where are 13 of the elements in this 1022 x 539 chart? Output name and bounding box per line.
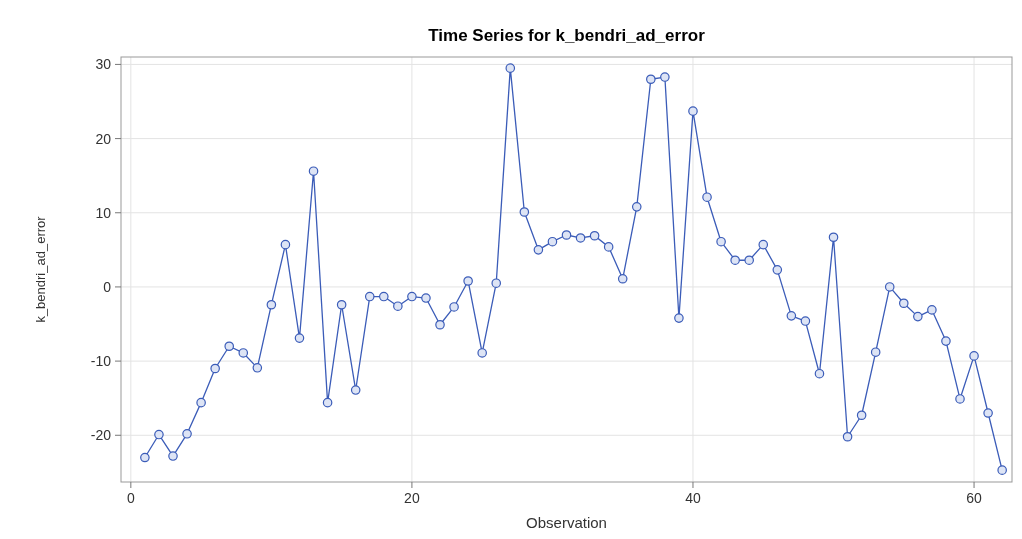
x-tick-label: 0 — [126, 490, 135, 506]
y-tick-label: 20 — [95, 130, 112, 147]
y-tick-label: -10 — [90, 353, 112, 370]
x-tick-label: 60 — [966, 490, 983, 506]
chart-title: Time Series for k_bendri_ad_error — [428, 26, 706, 45]
y-tick-label: -20 — [90, 427, 112, 444]
y-tick-label: 30 — [95, 56, 112, 73]
x-axis-title: Observation — [526, 514, 607, 531]
x-tick-label: 40 — [685, 490, 701, 506]
x-tick-label: 20 — [404, 490, 420, 506]
y-axis-title: k_bendri_ad_error — [33, 215, 48, 323]
y-tick-label: 0 — [103, 278, 112, 295]
y-tick-label: 10 — [95, 204, 112, 221]
